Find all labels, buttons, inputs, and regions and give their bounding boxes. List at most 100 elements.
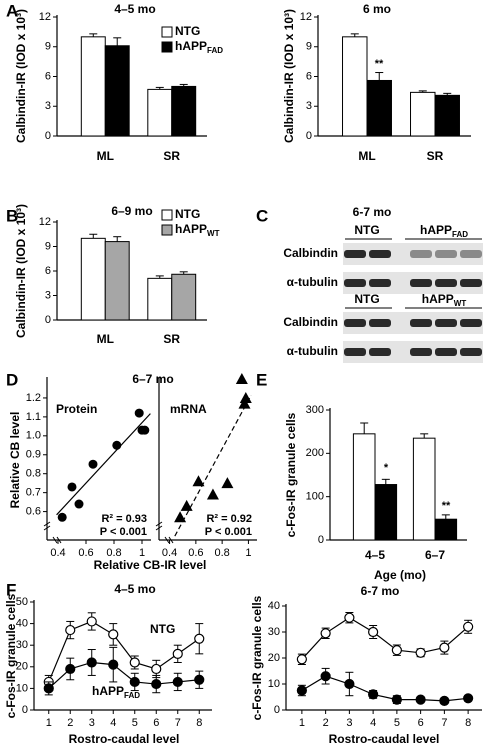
x-tick-label: 5 [394,717,400,729]
y-axis-label: c-Fos-IR granule cells [4,593,18,718]
blot-band [410,279,432,287]
point [368,689,379,700]
point [129,657,140,668]
axis-break [52,536,58,544]
bar [104,241,130,321]
annotation: P < 0.001 [100,526,147,538]
error-bar [113,37,122,46]
legend-label: NTG [175,24,200,38]
point [86,657,97,668]
series-label: hAPPFAD [92,684,140,700]
fit-line [174,395,252,537]
blot-band [369,250,391,258]
blot-band [369,348,391,356]
x-tick-label: 6 [153,717,159,729]
blot-band [369,319,391,327]
bar [434,518,458,541]
point [112,440,122,450]
point [238,397,251,409]
error-bar [113,236,122,242]
x-tick-label: 1 [245,547,251,559]
point [439,642,450,653]
point [151,678,162,690]
y-tick-label: 1.0 [26,430,41,442]
y-tick-label: 0 [45,314,51,326]
x-tick-label: 0.8 [106,547,121,559]
blot-band [460,250,482,258]
y-tick-label: 12 [300,11,312,23]
point [180,499,193,511]
blot-header-main: NTG [354,292,379,306]
blot-header-main: NTG [354,223,379,237]
point [192,475,205,487]
y-tick-label: 0 [306,130,312,142]
bar [80,36,106,137]
point [415,647,426,658]
y-tick-label: 0 [274,704,280,716]
panel-label: A [6,1,18,20]
point [134,408,144,418]
chart-title: 6-7 mo [361,584,400,598]
blot-band [435,319,457,327]
error-bar [375,72,384,81]
y-tick-label: 6 [306,70,312,82]
x-tick-label: ML [358,149,375,163]
point [206,488,219,500]
y-tick-label: 6 [45,265,51,277]
point [320,628,331,639]
x-tick-label: 8 [196,717,202,729]
legend-swatch [161,41,173,53]
legend-label-main: NTG [175,24,200,38]
x-tick-label: 6 [418,717,424,729]
point [172,676,183,688]
x-tick-label: SR [163,149,180,163]
x-tick-label: 2 [67,717,73,729]
point [194,633,205,644]
axis-break [155,525,163,531]
chart-title: 6–9 mo [111,204,152,218]
chart-title: 6–7 mo [132,372,173,386]
y-tick-label: 6 [45,70,51,82]
point [391,645,402,656]
y-axis-label: Calbindin-IR (IOD x 10³) [282,9,296,143]
x-tick-label: 4–5 [365,548,385,562]
blot-band [435,348,457,356]
x-tick-label: 3 [89,717,95,729]
blot-band [344,348,366,356]
point [239,391,252,403]
x-tick-label: ML [97,332,114,346]
x-tick-label: SR [163,332,180,346]
blot-header: NTG [354,223,379,237]
blot-title: 6-7 mo [353,205,392,219]
blot-row-label: Calbindin [283,246,338,260]
y-tick-label: 9 [45,41,51,53]
error-bar [441,514,450,520]
point [88,459,98,469]
bar [374,484,398,541]
y-tick-label: 0.9 [26,449,41,461]
x-tick-label: 4 [370,717,376,729]
point [463,693,474,704]
blot-band [344,279,366,287]
x-tick-label: 8 [465,717,471,729]
bar [412,437,436,541]
y-axis-label: Relative CB level [8,412,22,509]
y-tick-label: 0 [22,704,28,716]
blot-band [460,348,482,356]
y-tick-label: 0 [318,534,324,546]
blot-row-label: α-tubulin [287,344,338,358]
annotation: * [384,462,389,474]
x-tick-label: 7 [441,717,447,729]
y-tick-label: 0.8 [26,468,41,480]
panel-label: B [6,206,18,225]
y-axis-label: c-Fos-IR granule cells [250,595,264,720]
x-tick-label: 1 [139,547,145,559]
point [108,629,119,640]
point [344,678,355,690]
x-tick-label: 3 [346,717,352,729]
point [172,648,183,659]
y-tick-label: 200 [306,447,324,459]
blot-band [344,250,366,258]
blot-header: hAPPFAD [420,223,468,239]
y-tick-label: 40 [268,600,280,612]
